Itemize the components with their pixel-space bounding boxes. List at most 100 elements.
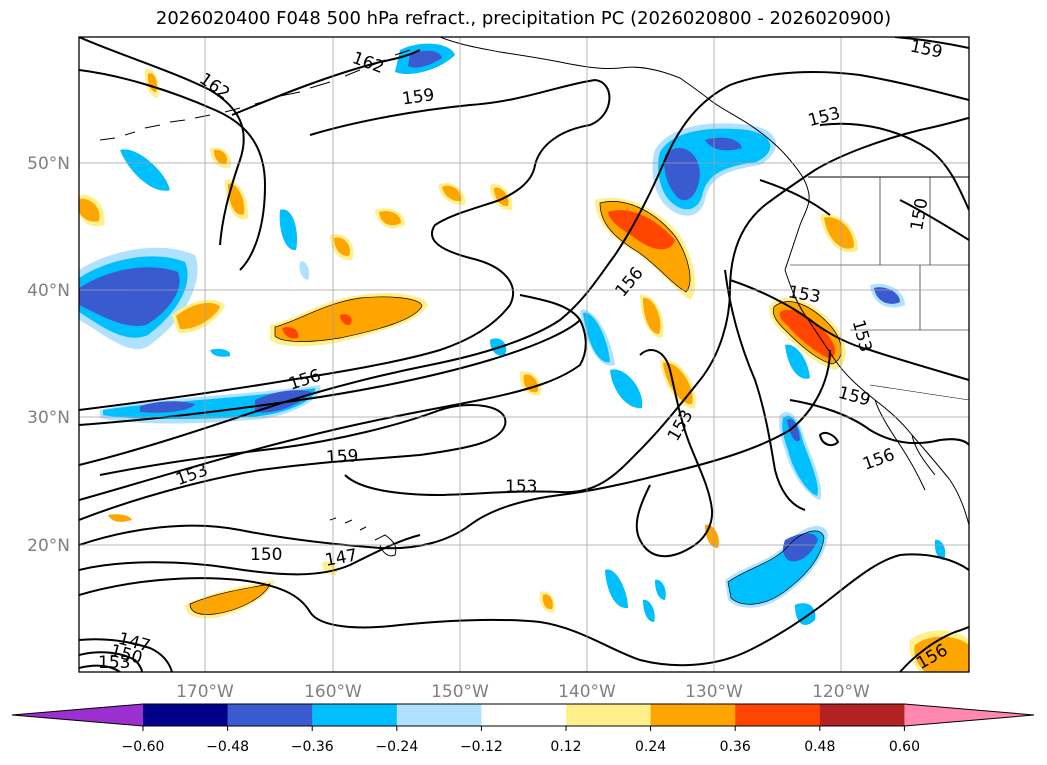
precip-patch <box>214 149 228 165</box>
colorbar-extend-low <box>12 704 143 726</box>
precip-patch <box>824 217 854 249</box>
colorbar-box <box>143 704 229 726</box>
precip-patch <box>442 185 462 202</box>
precip-patch <box>785 344 810 379</box>
colorbar-tick-label: −0.36 <box>291 739 334 755</box>
contour-147 <box>79 534 421 576</box>
colorbar-tick-label: −0.12 <box>460 739 503 755</box>
lat-label: 50°N <box>27 154 70 174</box>
precip-patch <box>190 584 270 615</box>
lat-label: 40°N <box>27 281 70 301</box>
contour-closed-small <box>818 432 840 447</box>
contour-153-central <box>344 117 969 497</box>
colorbar-box <box>312 704 398 726</box>
precip-patch <box>108 514 132 522</box>
lat-label: 20°N <box>27 536 70 556</box>
contour-label: 159 <box>908 36 944 62</box>
precip-patch <box>779 309 836 358</box>
precip-outline <box>599 201 691 293</box>
lon-label: 160°W <box>304 682 362 702</box>
precip-patch <box>787 419 800 442</box>
colorbar-box <box>396 704 482 726</box>
colorbar-tick-label: 0.12 <box>550 739 581 755</box>
contour-label: 153 <box>664 407 698 445</box>
colorbar-box <box>227 704 313 726</box>
contour-label: 147 <box>324 545 359 570</box>
contour-150-northeast <box>759 122 969 241</box>
precip-outline <box>727 530 825 605</box>
colorbar-extend-high <box>904 704 1034 726</box>
precip-patch <box>176 302 220 330</box>
lon-label: 120°W <box>812 682 870 702</box>
precip-patch <box>282 314 352 339</box>
border-states <box>790 177 969 331</box>
coastline-alaska <box>439 37 810 271</box>
lon-label: 140°W <box>558 682 616 702</box>
precip-patch <box>279 209 298 251</box>
contour-162-closed <box>231 49 421 116</box>
colorbar-tick-label: 0.36 <box>720 739 751 755</box>
contour-label: 153 <box>505 477 537 497</box>
longitude-labels: 170°W 160°W 150°W 140°W 130°W 120°W <box>176 682 870 702</box>
latitude-labels: 50°N 40°N 30°N 20°N <box>27 154 70 556</box>
contour-156 <box>79 71 969 466</box>
precip-patch <box>783 533 818 562</box>
contour-159-north <box>79 69 611 411</box>
precip-patch <box>210 348 231 357</box>
precip-outlines <box>189 201 842 615</box>
colorbar-box <box>735 704 821 726</box>
contour-156-east <box>789 399 969 446</box>
colorbar-box <box>819 704 905 726</box>
precip-patch <box>610 369 643 409</box>
contour-label: 162 <box>195 69 233 104</box>
precip-outline <box>772 301 842 365</box>
precip-patch <box>782 415 818 496</box>
precip-patch <box>334 237 350 257</box>
precip-patch <box>120 149 170 191</box>
precipitation-fill <box>79 43 969 672</box>
colorbar-tick-label: 0.24 <box>635 739 666 755</box>
precip-outline <box>274 296 423 342</box>
colorbar-box <box>650 704 736 726</box>
precip-patch <box>494 187 509 207</box>
map-area: 162 162 159 159 153 150 156 153 156 153 … <box>79 36 969 673</box>
coastline-baja <box>874 399 936 491</box>
contour-label: 159 <box>325 446 358 468</box>
graticule <box>79 37 969 672</box>
contour-label: 153 <box>806 103 843 131</box>
precip-patch <box>608 210 675 250</box>
precip-outline <box>189 583 271 615</box>
precip-patch <box>299 261 310 280</box>
colorbar-tick-label: 0.60 <box>889 739 920 755</box>
precip-patch <box>79 198 100 222</box>
precip-patch <box>605 569 628 609</box>
border-mexico <box>869 384 969 401</box>
contour-label: 153 <box>848 318 876 355</box>
precip-patch <box>583 312 610 363</box>
map-title: 2026020400 F048 500 hPa refract., precip… <box>155 8 892 29</box>
colorbar <box>11 703 1035 727</box>
contour-label: 159 <box>401 85 436 109</box>
contour-label: 153 <box>98 653 130 673</box>
contour-153-loop <box>79 319 587 521</box>
contour-153-mid <box>724 269 969 511</box>
contour-153-sw <box>79 664 121 672</box>
precip-patch <box>408 50 442 68</box>
contour-label: 150 <box>907 197 932 232</box>
colorbar-box <box>566 704 652 726</box>
contour-label: 156 <box>860 445 897 475</box>
contour-159-east <box>79 37 969 426</box>
lon-label: 130°W <box>685 682 743 702</box>
contour-150-sw <box>79 651 143 672</box>
contour-147-sw <box>79 638 173 672</box>
precip-patch <box>874 287 900 304</box>
precip-patch <box>643 297 661 334</box>
contour-label: 162 <box>349 48 386 78</box>
colorbar-tick-label: −0.24 <box>375 739 418 755</box>
lon-label: 150°W <box>431 682 489 702</box>
contour-156-se <box>899 626 969 672</box>
colorbar-box <box>481 704 567 726</box>
contour-arc-pacific <box>635 349 714 558</box>
colorbar-tick-label: −0.60 <box>122 739 165 755</box>
